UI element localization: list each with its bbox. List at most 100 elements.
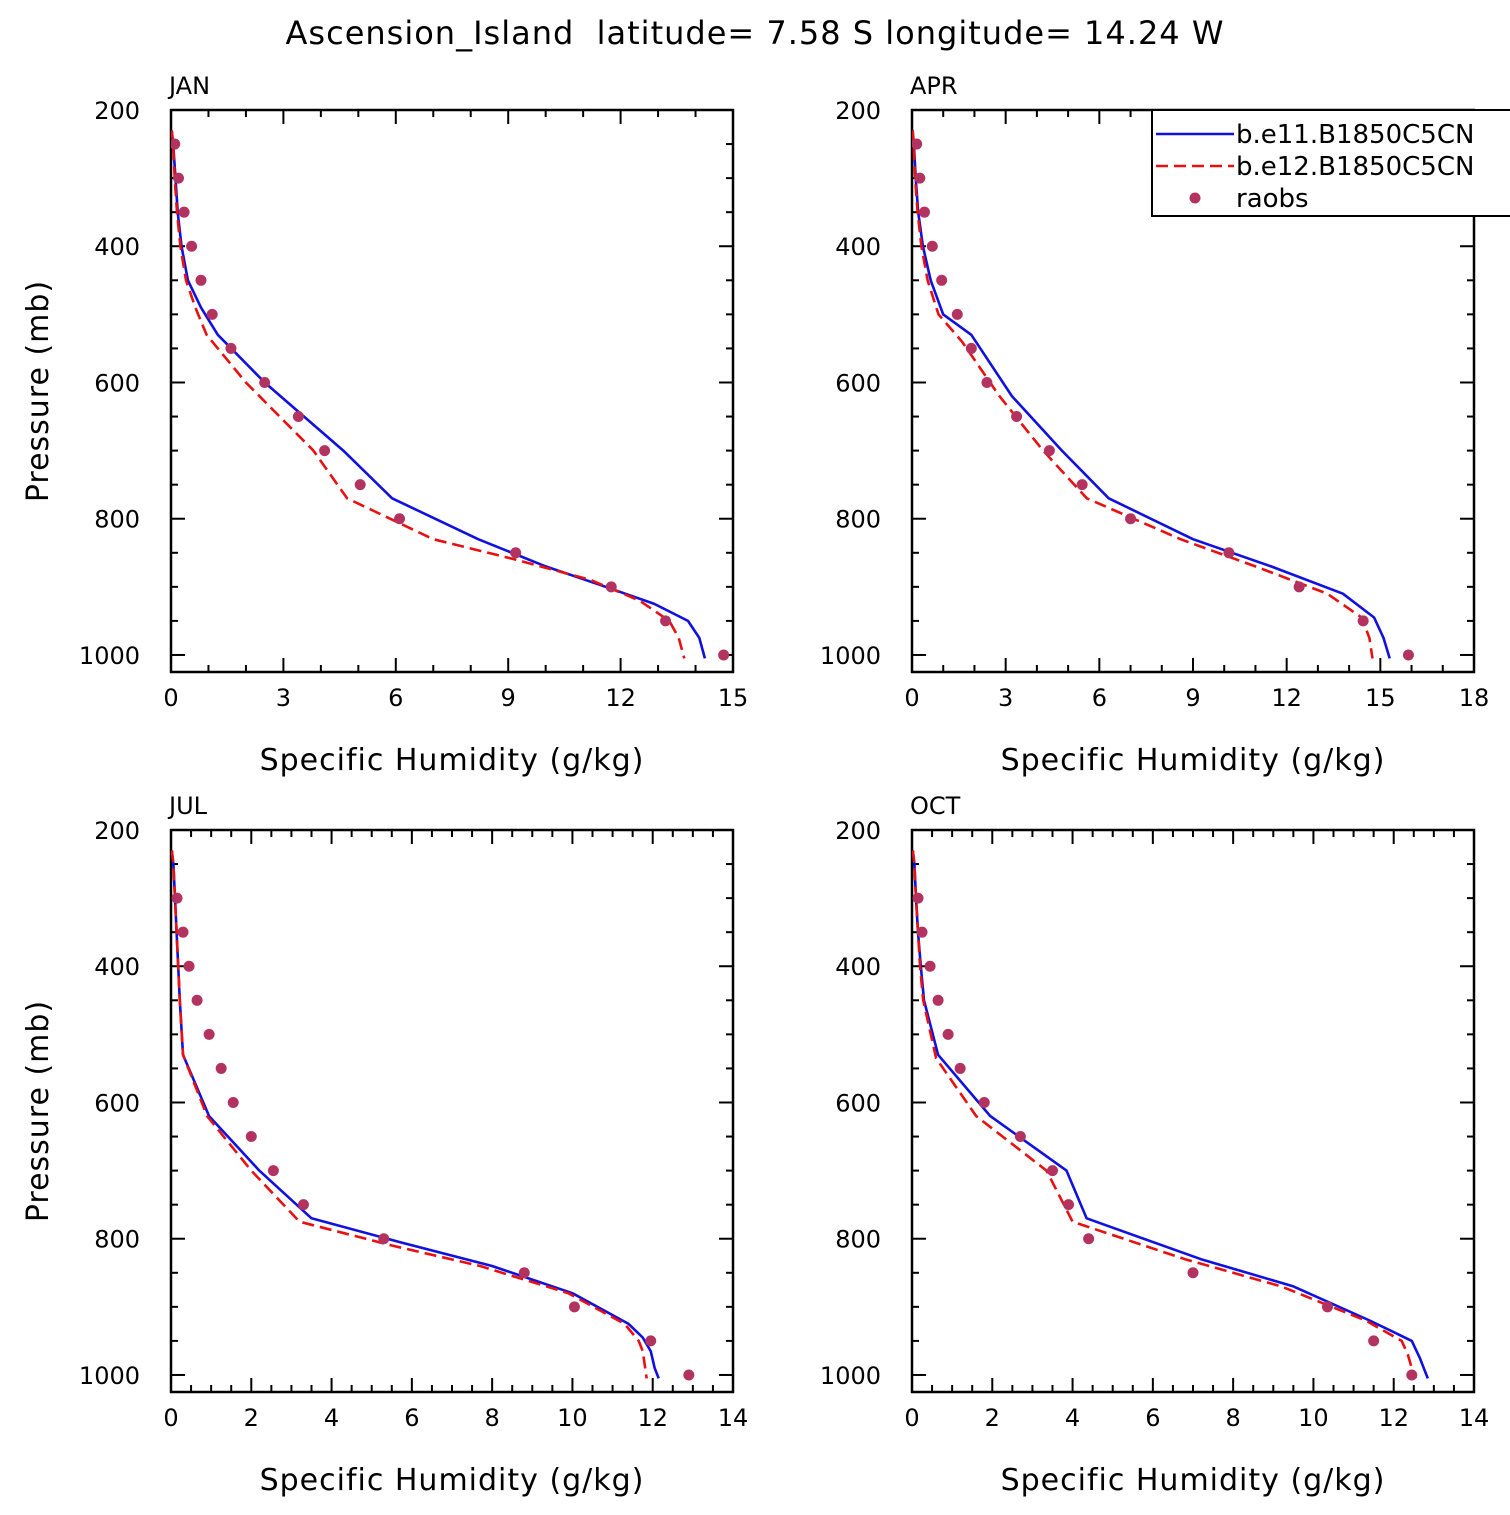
x-tick-label: 8 [485,1404,500,1432]
raobs-point [191,994,203,1006]
raobs-point [195,274,207,286]
y-tick-label: 200 [94,817,140,845]
legend-label: b.e12.B1850C5CN [1236,152,1474,182]
series-line-b-e11 [912,850,1430,1379]
raobs-point [1223,547,1235,559]
raobs-point [177,926,189,938]
plot-area [912,130,1414,661]
x-axis-label: Specific Humidity (g/kg) [260,743,645,778]
y-tick-label: 1000 [79,1362,140,1390]
raobs-point [171,138,181,150]
x-tick-label: 0 [163,1404,178,1432]
raobs-point [568,1301,580,1313]
series-line-b-e11 [171,130,707,659]
raobs-point [1357,615,1369,627]
raobs-point [1293,581,1305,593]
raobs-point [183,960,195,972]
raobs-point [206,308,218,320]
x-tick-label: 0 [163,684,178,712]
raobs-point [605,581,617,593]
y-tick-label: 600 [94,1089,140,1117]
panel-jul: 0 2 4 6 8 10 12 14 200 400 600 800 1000 Specific Humi… [21,792,748,1498]
plot-area [171,130,730,661]
raobs-point [186,240,198,252]
figure-title: Ascension_Island latitude= 7.58 S longit… [286,14,1225,52]
raobs-point [225,342,237,354]
plot-area [912,850,1430,1381]
panel-apr: 0 3 6 9 12 15 18 200 400 600 800 1000 Specific Humid… [820,72,1510,778]
raobs-point [1187,1267,1199,1279]
y-tick-label: 600 [835,1089,881,1117]
x-tick-label: 3 [998,684,1013,712]
raobs-point [954,1062,966,1074]
raobs-point [660,615,672,627]
y-tick-label: 400 [94,233,140,261]
raobs-point [1083,1233,1095,1245]
raobs-point [1014,1131,1026,1143]
raobs-point [978,1096,990,1108]
legend-label: b.e11.B1850C5CN [1236,120,1474,150]
y-tick-label: 1000 [79,642,140,670]
raobs-point [227,1096,239,1108]
x-tick-label: 14 [718,1404,749,1432]
raobs-point [1076,479,1088,491]
raobs-point [1063,1199,1075,1211]
plot-area [171,850,695,1381]
plot-frame [910,828,1476,1394]
y-axis-label: Pressure (mb) [21,1000,56,1222]
y-tick-label: 1000 [820,642,881,670]
x-tick-label: 0 [904,684,919,712]
x-tick-label: 6 [1145,1404,1160,1432]
plot-frame [169,108,735,674]
raobs-point [171,892,183,904]
raobs-point [1043,445,1055,457]
raobs-point [942,1028,954,1040]
plot-frame [169,828,735,1394]
x-tick-label: 15 [718,684,749,712]
panel-jan: 0 3 6 9 12 15 200 400 600 800 1000 Specific Humidit… [21,72,748,778]
x-tick-label: 10 [557,1404,588,1432]
y-tick-label: 400 [94,953,140,981]
raobs-point [965,342,977,354]
y-tick-label: 800 [94,506,140,534]
x-tick-label: 3 [276,684,291,712]
panel-title: JAN [167,72,210,100]
raobs-point [378,1233,390,1245]
x-tick-label: 12 [1378,1404,1409,1432]
y-tick-label: 400 [835,953,881,981]
raobs-point [1321,1301,1333,1313]
raobs-point [267,1165,279,1177]
x-tick-label: 9 [501,684,516,712]
x-tick-label: 10 [1298,1404,1329,1432]
x-tick-label: 2 [244,1404,259,1432]
raobs-point [914,172,926,184]
raobs-point [1406,1369,1418,1381]
x-tick-label: 12 [1271,684,1302,712]
raobs-point [645,1335,657,1347]
raobs-point [297,1199,309,1211]
raobs-point [926,240,938,252]
raobs-point [178,206,190,218]
series-line-b-e12 [912,130,1374,659]
y-tick-label: 200 [835,97,881,125]
raobs-point [936,274,948,286]
y-tick-label: 600 [94,369,140,397]
raobs-point [1047,1165,1058,1177]
y-tick-label: 800 [94,1226,140,1254]
y-tick-label: 600 [835,369,881,397]
x-axis-label: Specific Humidity (g/kg) [260,1463,645,1498]
series-line-b-e12 [171,130,686,659]
y-tick-label: 200 [835,817,881,845]
legend-label: raobs [1236,184,1309,214]
y-tick-label: 1000 [820,1362,881,1390]
raobs-point [518,1267,530,1279]
x-tick-label: 6 [404,1404,419,1432]
x-tick-label: 15 [1365,684,1396,712]
raobs-point [912,138,923,150]
x-tick-label: 6 [1092,684,1107,712]
raobs-point [918,206,930,218]
raobs-point [172,172,184,184]
